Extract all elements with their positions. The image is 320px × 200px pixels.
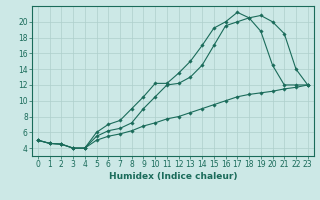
X-axis label: Humidex (Indice chaleur): Humidex (Indice chaleur) <box>108 172 237 181</box>
